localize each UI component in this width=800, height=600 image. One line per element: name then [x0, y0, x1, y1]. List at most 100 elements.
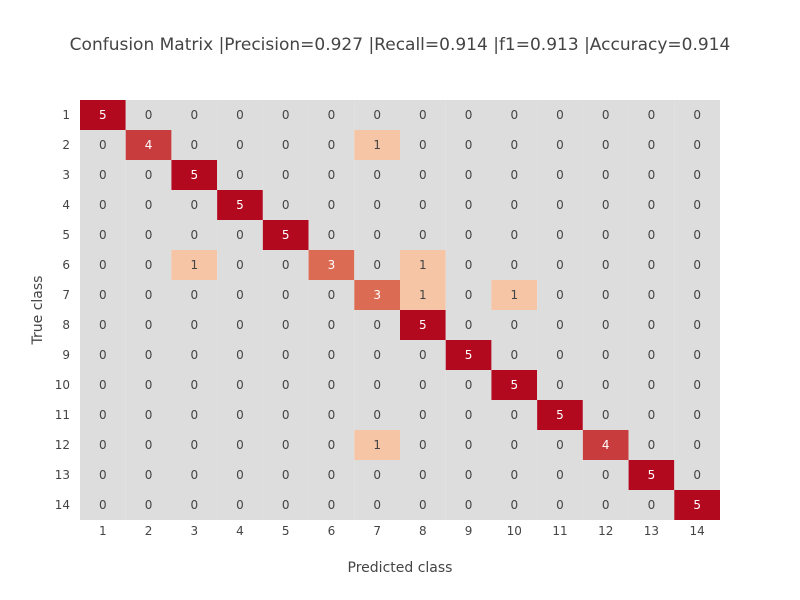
- cell-value-label: 0: [328, 198, 336, 212]
- cell-value-label: 0: [236, 348, 244, 362]
- cell-value-label: 0: [693, 258, 701, 272]
- heatmap-cell: [217, 100, 263, 130]
- cell-value-label: 0: [602, 258, 610, 272]
- heatmap-cell: [537, 490, 583, 520]
- heatmap-cell: [400, 460, 446, 490]
- heatmap-cell: [125, 280, 172, 310]
- heatmap-cell: [628, 400, 675, 430]
- cell-value-label: 0: [282, 258, 290, 272]
- cell-value-label: 0: [419, 498, 427, 512]
- heatmap-cell: [80, 100, 126, 130]
- cell-value-label: 0: [328, 228, 336, 242]
- cell-value-label: 0: [236, 438, 244, 452]
- cell-value-label: 0: [190, 198, 198, 212]
- heatmap-cell: [80, 250, 126, 280]
- cell-value-label: 5: [99, 108, 107, 122]
- heatmap-cell: [308, 370, 355, 400]
- heatmap-cell: [582, 340, 629, 370]
- cell-value-label: 0: [99, 438, 107, 452]
- cell-value-label: 0: [190, 408, 198, 422]
- heatmap-cell: [171, 280, 218, 310]
- cell-value-label: 0: [328, 378, 336, 392]
- heatmap-cell: [262, 370, 309, 400]
- y-axis-title: True class: [30, 276, 46, 346]
- cell-value-label: 0: [145, 198, 153, 212]
- heatmap-cell: [400, 310, 446, 340]
- heatmap-cell: [308, 340, 355, 370]
- heatmap-cell: [674, 370, 720, 400]
- cell-value-label: 0: [465, 468, 473, 482]
- cell-value-label: 0: [465, 168, 473, 182]
- heatmap-cell: [674, 310, 720, 340]
- heatmap-cell: [491, 310, 538, 340]
- heatmap-cell: [674, 220, 720, 250]
- cell-value-label: 0: [145, 258, 153, 272]
- heatmap-cell: [308, 460, 355, 490]
- cell-value-label: 0: [465, 318, 473, 332]
- cell-value-label: 0: [236, 498, 244, 512]
- heatmap-cell: [628, 220, 675, 250]
- cell-value-label: 0: [190, 438, 198, 452]
- heatmap-cell: [537, 280, 583, 310]
- heatmap-cell: [491, 130, 538, 160]
- heatmap-cell: [125, 370, 172, 400]
- heatmap-cell: [674, 160, 720, 190]
- heatmap-cell: [400, 370, 446, 400]
- cell-value-label: 0: [373, 258, 381, 272]
- cell-value-label: 0: [99, 168, 107, 182]
- heatmap-cell: [217, 190, 263, 220]
- heatmap-cell: [125, 400, 172, 430]
- heatmap-cell: [582, 220, 629, 250]
- heatmap-cell: [445, 160, 492, 190]
- cell-value-label: 5: [510, 378, 518, 392]
- heatmap-cell: [217, 250, 263, 280]
- cell-value-label: 0: [465, 438, 473, 452]
- y-tick-label: 2: [62, 138, 70, 152]
- heatmap-cell: [674, 460, 720, 490]
- heatmap-cell: [262, 430, 309, 460]
- heatmap-cell: [217, 340, 263, 370]
- heatmap-cell: [400, 280, 446, 310]
- heatmap-cell: [217, 130, 263, 160]
- heatmap-cell: [445, 310, 492, 340]
- cell-value-label: 0: [99, 318, 107, 332]
- x-axis-title: Predicted class: [348, 560, 453, 576]
- heatmap-cell: [674, 400, 720, 430]
- y-tick-label: 5: [62, 228, 70, 242]
- cell-value-label: 0: [419, 438, 427, 452]
- cell-value-label: 0: [465, 258, 473, 272]
- heatmap-cell: [125, 220, 172, 250]
- cell-value-label: 0: [693, 168, 701, 182]
- heatmap-cell: [491, 160, 538, 190]
- cell-value-label: 0: [602, 138, 610, 152]
- cell-value-label: 0: [419, 108, 427, 122]
- cell-value-label: 0: [510, 348, 518, 362]
- heatmap-cell: [491, 250, 538, 280]
- cell-value-label: 0: [648, 378, 656, 392]
- heatmap-cell: [537, 160, 583, 190]
- x-tick-label: 7: [373, 524, 381, 538]
- cell-value-label: 0: [648, 198, 656, 212]
- cell-value-label: 0: [648, 288, 656, 302]
- heatmap-cell: [491, 100, 538, 130]
- heatmap-cell: [400, 220, 446, 250]
- heatmap-cell: [354, 370, 400, 400]
- heatmap-cell: [262, 100, 309, 130]
- heatmap-cell: [537, 340, 583, 370]
- cell-value-label: 0: [465, 498, 473, 512]
- cell-value-label: 0: [602, 288, 610, 302]
- cell-value-label: 0: [282, 348, 290, 362]
- heatmap-cell: [491, 370, 538, 400]
- heatmap-cell: [308, 250, 355, 280]
- cell-value-label: 5: [556, 408, 564, 422]
- y-tick-label: 14: [55, 498, 70, 512]
- cell-value-label: 0: [282, 198, 290, 212]
- cell-value-label: 0: [556, 108, 564, 122]
- x-tick-label: 8: [419, 524, 427, 538]
- cell-value-label: 0: [556, 168, 564, 182]
- heatmap-cell: [171, 340, 218, 370]
- heatmap-cell: [80, 400, 126, 430]
- heatmap-cell: [582, 190, 629, 220]
- cell-value-label: 0: [190, 378, 198, 392]
